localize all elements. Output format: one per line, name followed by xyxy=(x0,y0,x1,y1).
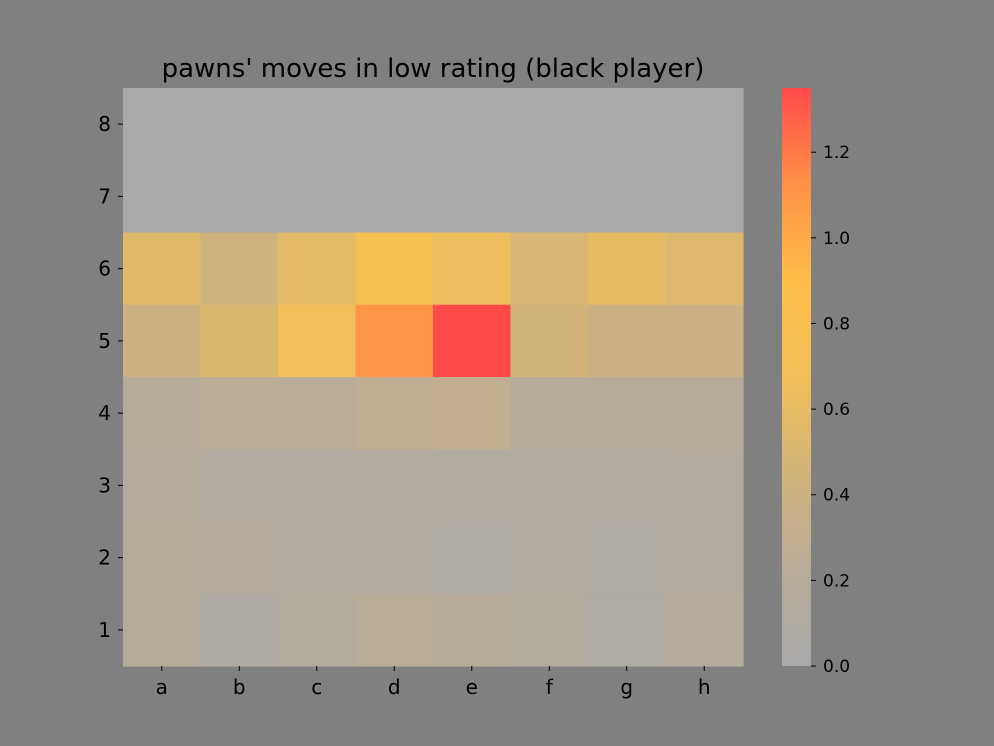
colorbar-tick-label: 1.2 xyxy=(823,143,850,163)
y-tick-label: 1 xyxy=(98,618,111,642)
heatmap-cell-c3 xyxy=(278,449,357,523)
heatmap-cell-c1 xyxy=(278,593,357,667)
heatmap-cell-d7 xyxy=(355,160,434,234)
heatmap-cell-e3 xyxy=(433,449,512,523)
heatmap-cell-a7 xyxy=(123,160,202,234)
y-tick-label: 2 xyxy=(98,546,111,570)
heatmap-cell-b5 xyxy=(200,304,279,378)
heatmap-cell-f6 xyxy=(510,232,589,306)
heatmap-cell-d4 xyxy=(355,377,434,450)
heatmap-cell-b2 xyxy=(200,521,279,595)
heatmap-cell-e2 xyxy=(433,521,512,595)
chart-title: pawns' moves in low rating (black player… xyxy=(162,54,705,84)
x-tick-label: h xyxy=(698,675,711,699)
heatmap-cell-d2 xyxy=(355,521,434,595)
colorbar-tick-label: 0.6 xyxy=(823,400,850,420)
y-tick-label: 8 xyxy=(98,112,111,136)
heatmap-cell-b6 xyxy=(200,232,279,306)
x-tick-label: g xyxy=(620,675,633,699)
heatmap-cell-b4 xyxy=(200,377,279,450)
heatmap-cell-g7 xyxy=(588,160,667,234)
x-tick-label: b xyxy=(233,675,246,699)
y-tick-label: 7 xyxy=(98,184,111,208)
heatmap-cell-d3 xyxy=(355,449,434,523)
heatmap-cell-h5 xyxy=(665,304,744,378)
heatmap-cell-e4 xyxy=(433,377,512,450)
heatmap-cell-d5 xyxy=(355,304,434,378)
x-axis: a b c d e f g h xyxy=(156,666,711,699)
heatmap-cell-a6 xyxy=(123,232,202,306)
heatmap-cell-a3 xyxy=(123,449,202,523)
heatmap-cell-a1 xyxy=(123,593,202,667)
heatmap-cell-d6 xyxy=(355,232,434,306)
heatmap-cell-c4 xyxy=(278,377,357,450)
heatmap-cell-a8 xyxy=(123,88,202,161)
heatmap-cell-b7 xyxy=(200,160,279,234)
heatmap-cell-f8 xyxy=(510,88,589,161)
heatmap-cell-f1 xyxy=(510,593,589,667)
heatmap-cell-b3 xyxy=(200,449,279,523)
heatmap-cell-e6 xyxy=(433,232,512,306)
heatmap-cell-a4 xyxy=(123,377,202,450)
heatmap-cell-c5 xyxy=(278,304,357,378)
heatmap-cell-h2 xyxy=(665,521,744,595)
x-tick-label: f xyxy=(546,675,554,699)
x-tick-label: e xyxy=(466,675,478,699)
heatmap-cell-f2 xyxy=(510,521,589,595)
x-tick-label: d xyxy=(388,675,401,699)
heatmap-cell-c7 xyxy=(278,160,357,234)
colorbar-tick-label: 1.0 xyxy=(823,229,850,249)
x-tick-label: c xyxy=(311,675,322,699)
colorbar-tick-label: 0.4 xyxy=(823,486,850,506)
colorbar xyxy=(782,88,811,666)
x-tick-label: a xyxy=(156,675,168,699)
heatmap-cell-b8 xyxy=(200,88,279,161)
heatmap-cell-h8 xyxy=(665,88,744,161)
heatmap-cell-f5 xyxy=(510,304,589,378)
y-axis: 8 7 6 5 4 3 2 1 xyxy=(98,112,123,642)
heatmap-cell-g4 xyxy=(588,377,667,450)
heatmap-cell-c8 xyxy=(278,88,357,161)
colorbar-tick-label: 0.8 xyxy=(823,314,850,334)
heatmap-cells xyxy=(123,88,744,667)
heatmap-cell-g5 xyxy=(588,304,667,378)
heatmap-cell-g3 xyxy=(588,449,667,523)
heatmap-cell-f7 xyxy=(510,160,589,234)
heatmap-cell-g8 xyxy=(588,88,667,161)
heatmap-cell-e1 xyxy=(433,593,512,667)
heatmap-cell-d1 xyxy=(355,593,434,667)
heatmap-cell-c2 xyxy=(278,521,357,595)
y-tick-label: 3 xyxy=(98,473,111,497)
heatmap-cell-a5 xyxy=(123,304,202,378)
heatmap-cell-g2 xyxy=(588,521,667,595)
heatmap-cell-h4 xyxy=(665,377,744,450)
y-tick-label: 4 xyxy=(98,401,111,425)
heatmap-cell-g1 xyxy=(588,593,667,667)
heatmap-cell-c6 xyxy=(278,232,357,306)
colorbar-tick-label: 0.2 xyxy=(823,571,850,591)
y-tick-label: 6 xyxy=(98,257,111,281)
heatmap-cell-h1 xyxy=(665,593,744,667)
colorbar-axis: 0.0 0.2 0.4 0.6 0.8 1.0 1.2 xyxy=(811,143,850,677)
heatmap-cell-g6 xyxy=(588,232,667,306)
heatmap-cell-e7 xyxy=(433,160,512,234)
heatmap-cell-h3 xyxy=(665,449,744,523)
heatmap-cell-f4 xyxy=(510,377,589,450)
heatmap-cell-d8 xyxy=(355,88,434,161)
heatmap-cell-b1 xyxy=(200,593,279,667)
heatmap-cell-h6 xyxy=(665,232,744,306)
heatmap-cell-e5 xyxy=(433,304,512,378)
heatmap-cell-a2 xyxy=(123,521,202,595)
heatmap-cell-h7 xyxy=(665,160,744,234)
colorbar-tick-label: 0.0 xyxy=(823,657,850,677)
y-tick-label: 5 xyxy=(98,329,111,353)
heatmap-cell-e8 xyxy=(433,88,512,161)
heatmap-cell-f3 xyxy=(510,449,589,523)
